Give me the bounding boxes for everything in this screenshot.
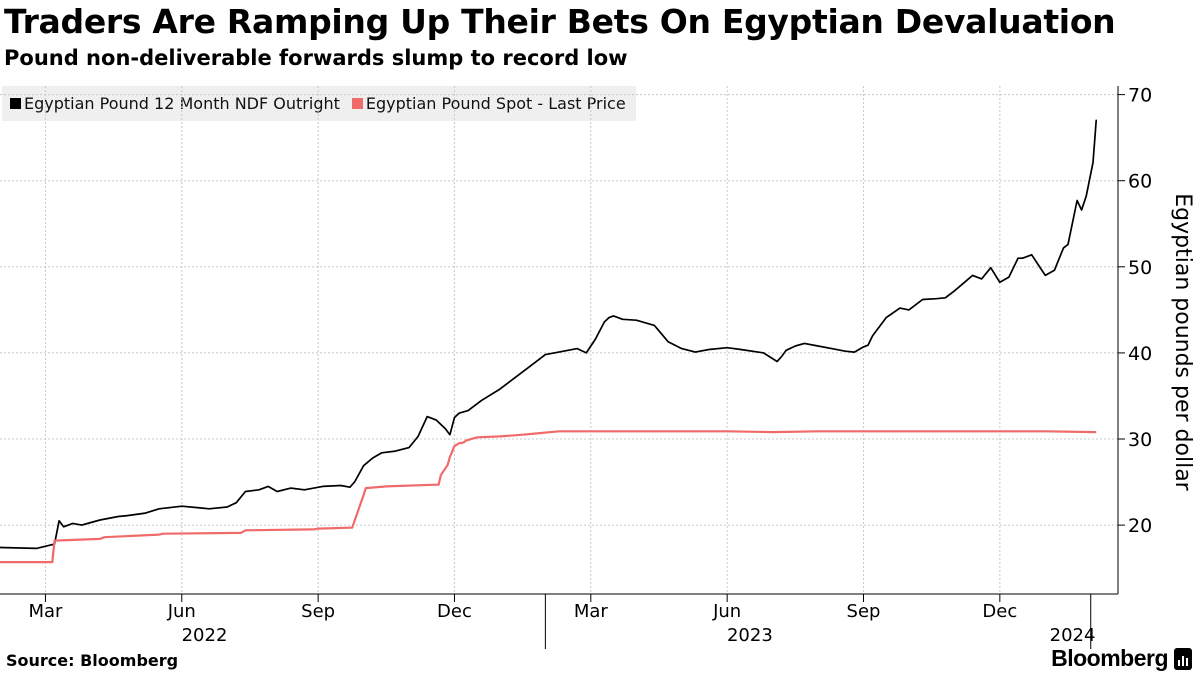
legend-swatch-spot <box>351 98 363 109</box>
gridlines <box>0 86 1118 594</box>
x-year-label: 2024 <box>1050 625 1096 646</box>
legend-swatch-ndf <box>10 98 21 109</box>
x-tick-label: Jun <box>712 601 741 622</box>
x-tick-label: Mar <box>574 601 609 622</box>
y-tick-label: 60 <box>1128 171 1152 193</box>
tick-labels: 20 30 40 50 60 70 Mar Jun Sep Dec Mar Jun Sep Dec 2022… <box>28 85 1152 646</box>
chart-title: Traders Are Ramping Up Their Bets On Egy… <box>4 2 1116 41</box>
x-tick-label: Jun <box>167 601 196 622</box>
brand-logo: Bloomberg <box>1051 645 1192 672</box>
chart-legend: Egyptian Pound 12 Month NDF Outright Egy… <box>2 86 636 121</box>
series-line-ndf <box>0 119 1098 550</box>
chart-subtitle: Pound non-deliverable forwards slump to … <box>4 46 628 70</box>
y-axis-label: Egyptian pounds per dollar <box>1170 193 1195 491</box>
y-tick-label: 70 <box>1128 85 1152 107</box>
legend-label-ndf: Egyptian Pound 12 Month NDF Outright <box>24 94 340 113</box>
x-tick-label: Sep <box>847 601 881 622</box>
y-tick-label: 20 <box>1128 515 1152 537</box>
x-tick-label: Dec <box>437 601 472 622</box>
x-tick-label: Sep <box>301 601 335 622</box>
brand-name: Bloomberg <box>1051 645 1168 671</box>
source-note: Source: Bloomberg <box>6 651 179 670</box>
x-tick-label: Mar <box>28 601 63 622</box>
legend-label-spot: Egyptian Pound Spot - Last Price <box>365 94 626 113</box>
x-tick-label: Dec <box>982 601 1017 622</box>
series-line-spot <box>0 430 1097 564</box>
y-tick-label: 40 <box>1128 343 1152 365</box>
axes <box>0 86 1125 649</box>
x-year-label: 2023 <box>727 625 773 646</box>
bloomberg-chart-icon <box>1174 647 1192 670</box>
legend-item-spot: Egyptian Pound Spot - Last Price <box>351 94 626 113</box>
y-tick-label: 50 <box>1128 257 1152 279</box>
series-lines <box>0 119 1098 564</box>
y-tick-label: 30 <box>1128 429 1152 451</box>
x-year-label: 2022 <box>182 625 228 646</box>
legend-item-ndf: Egyptian Pound 12 Month NDF Outright <box>10 94 340 113</box>
